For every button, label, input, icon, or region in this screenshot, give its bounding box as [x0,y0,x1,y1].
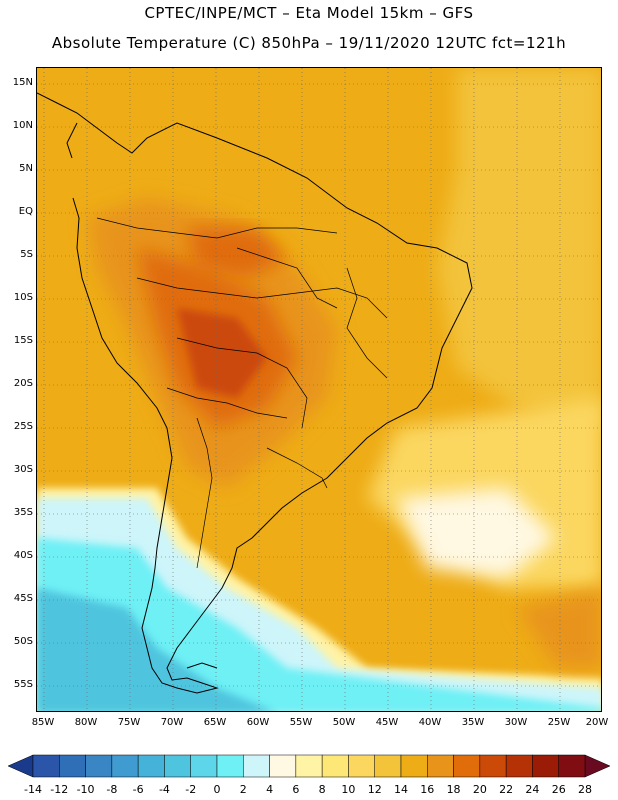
legend-cell [111,754,139,778]
legend-value-label: -8 [106,783,118,796]
legend-cell [479,754,507,778]
lat-label: 20S [13,378,33,389]
lat-label: 10N [12,120,33,131]
legend-cell [453,754,481,778]
legend-cell [216,754,244,778]
legend-value-label: 12 [367,783,382,796]
map-canvas [37,68,601,711]
lon-label: 50W [332,717,356,728]
lat-label: 35S [13,507,33,518]
legend-cells [32,754,586,778]
legend-value-label: 4 [266,783,274,796]
lon-label: 60W [246,717,270,728]
legend-value-label: 28 [578,783,592,796]
color-legend-bar [7,754,611,778]
legend-value-label: 2 [239,783,247,796]
lat-label: 55S [13,679,33,690]
legend-cell [85,754,113,778]
lon-label: 75W [117,717,141,728]
coastlines [37,92,473,694]
legend-value-label: -4 [158,783,170,796]
temperature-field [37,68,601,711]
legend-cell [137,754,165,778]
lon-label: 35W [461,717,485,728]
legend-cell [400,754,428,778]
legend-value-label: 20 [472,783,487,796]
legend-cell [190,754,218,778]
lon-label: 85W [31,717,55,728]
legend-cell [348,754,375,778]
lon-label: 30W [504,717,528,728]
lat-label: 45S [13,593,33,604]
lat-label: 50S [13,636,33,647]
legend-cell [321,754,349,778]
legend-value-label: 22 [499,783,514,796]
legend-cell [558,754,586,778]
lat-label: 15N [12,77,33,88]
lat-label: 5S [20,249,33,260]
legend-cell [532,754,559,778]
legend-value-label: -14 [24,783,42,796]
legend-cell [295,754,323,778]
legend-cell [269,754,297,778]
map-title: CPTEC/INPE/MCT – Eta Model 15km – GFS [144,4,474,22]
legend-value-label: 26 [551,783,566,796]
legend-value-label: 6 [292,783,300,796]
lon-label: 65W [203,717,227,728]
legend-value-label: 0 [213,783,221,796]
country-borders [96,217,388,569]
legend-cell [32,754,60,778]
legend-value-label: -2 [185,783,197,796]
lat-label: 40S [13,550,33,561]
legend-value-label: 8 [318,783,326,796]
map-subtitle: Absolute Temperature (C) 850hPa – 19/11/… [51,34,567,52]
lat-label: EQ [18,206,33,217]
lat-label: 10S [13,292,33,303]
legend-value-label: 14 [394,783,408,796]
legend-cell [427,754,454,778]
lon-label: 80W [74,717,98,728]
lon-label: 55W [289,717,313,728]
lon-label: 40W [418,717,442,728]
legend-arrow-left [7,754,34,778]
legend-cell [374,754,402,778]
legend-value-label: 16 [420,783,435,796]
legend-cell [505,754,533,778]
lat-label: 5N [19,163,33,174]
lat-label: 25S [13,421,33,432]
legend-value-label: 24 [525,783,540,796]
lon-label: 25W [547,717,571,728]
legend-value-label: -12 [50,783,69,796]
legend-value-label: 18 [446,783,461,796]
legend-value-label: -6 [132,783,144,796]
lat-label: 30S [13,464,33,475]
legend-cell [59,754,86,778]
legend-value-label: -10 [76,783,95,796]
legend-cell [243,754,270,778]
legend-cell [164,754,191,778]
legend-value-label: 10 [341,783,356,796]
temperature-map [36,67,602,712]
lon-label: 70W [160,717,184,728]
lon-label: 20W [585,717,609,728]
lon-label: 45W [375,717,399,728]
legend-arrow-right [584,754,611,778]
lat-label: 15S [13,335,33,346]
